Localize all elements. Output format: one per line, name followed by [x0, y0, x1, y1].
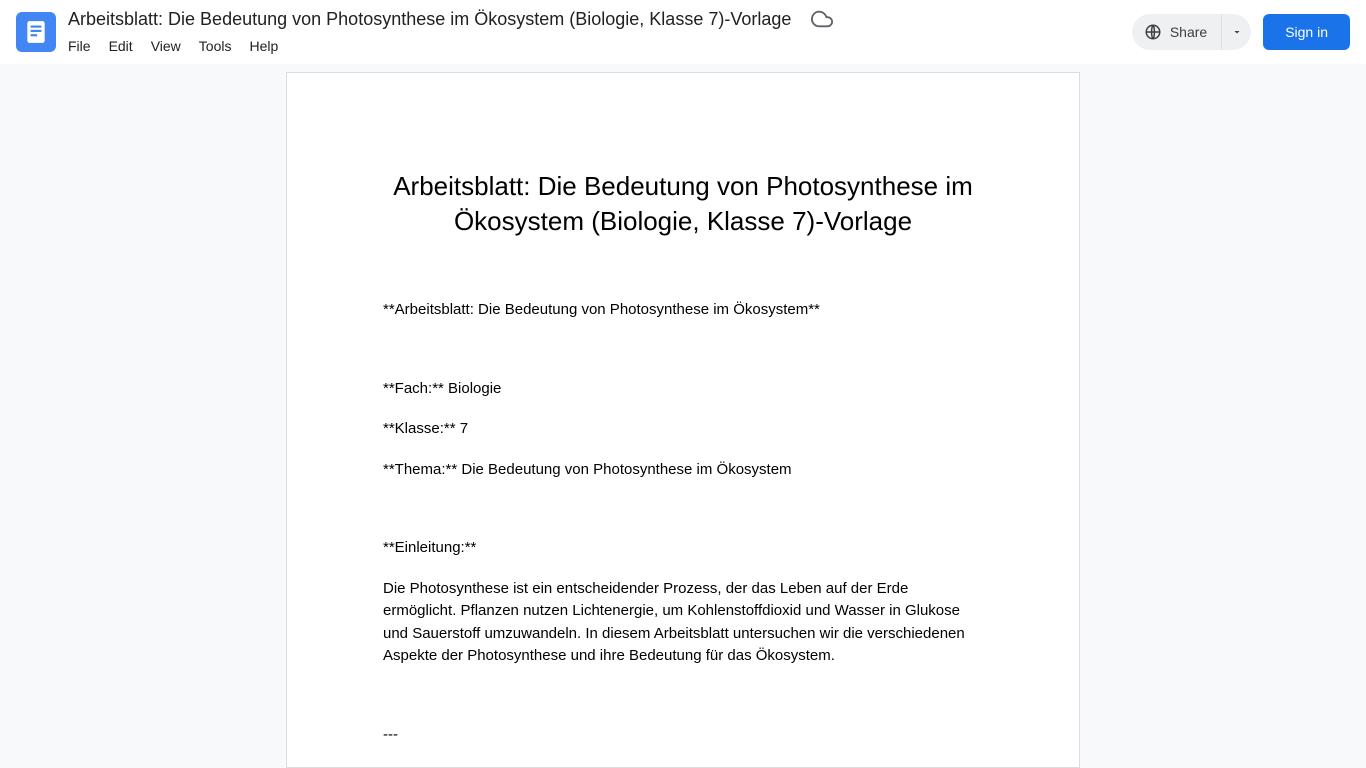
doc-heading: Arbeitsblatt: Die Bedeutung von Photosyn… [383, 169, 983, 239]
menu-file[interactable]: File [68, 34, 99, 58]
cloud-saved-icon[interactable] [811, 8, 833, 30]
share-button-group: Share [1132, 14, 1251, 50]
blank-line [383, 686, 983, 724]
paragraph: Die Photosynthese ist ein entscheidender… [383, 578, 983, 668]
globe-icon [1144, 23, 1162, 41]
page[interactable]: Arbeitsblatt: Die Bedeutung von Photosyn… [286, 72, 1080, 768]
doc-body: **Arbeitsblatt: Die Bedeutung von Photos… [383, 299, 983, 746]
menu-bar: File Edit View Tools Help [68, 34, 1132, 58]
paragraph: **Thema:** Die Bedeutung von Photosynthe… [383, 459, 983, 482]
paragraph: **Fach:** Biologie [383, 378, 983, 401]
paragraph: **Arbeitsblatt: Die Bedeutung von Photos… [383, 299, 983, 322]
share-button[interactable]: Share [1132, 14, 1221, 50]
header: Arbeitsblatt: Die Bedeutung von Photosyn… [0, 0, 1366, 64]
share-dropdown-button[interactable] [1221, 14, 1251, 50]
share-label: Share [1170, 24, 1207, 40]
paragraph: --- [383, 724, 983, 747]
document-canvas: Arbeitsblatt: Die Bedeutung von Photosyn… [0, 64, 1366, 768]
title-area: Arbeitsblatt: Die Bedeutung von Photosyn… [68, 6, 1132, 58]
menu-tools[interactable]: Tools [191, 34, 240, 58]
docs-app-icon[interactable] [16, 12, 56, 52]
blank-line [383, 499, 983, 537]
document-title[interactable]: Arbeitsblatt: Die Bedeutung von Photosyn… [68, 9, 791, 30]
header-actions: Share Sign in [1132, 14, 1350, 50]
menu-edit[interactable]: Edit [101, 34, 141, 58]
paragraph: **Einleitung:** [383, 537, 983, 560]
paragraph: **Klasse:** 7 [383, 418, 983, 441]
blank-line [383, 340, 983, 378]
menu-view[interactable]: View [143, 34, 189, 58]
signin-button[interactable]: Sign in [1263, 14, 1350, 50]
menu-help[interactable]: Help [241, 34, 286, 58]
caret-down-icon [1231, 26, 1243, 38]
